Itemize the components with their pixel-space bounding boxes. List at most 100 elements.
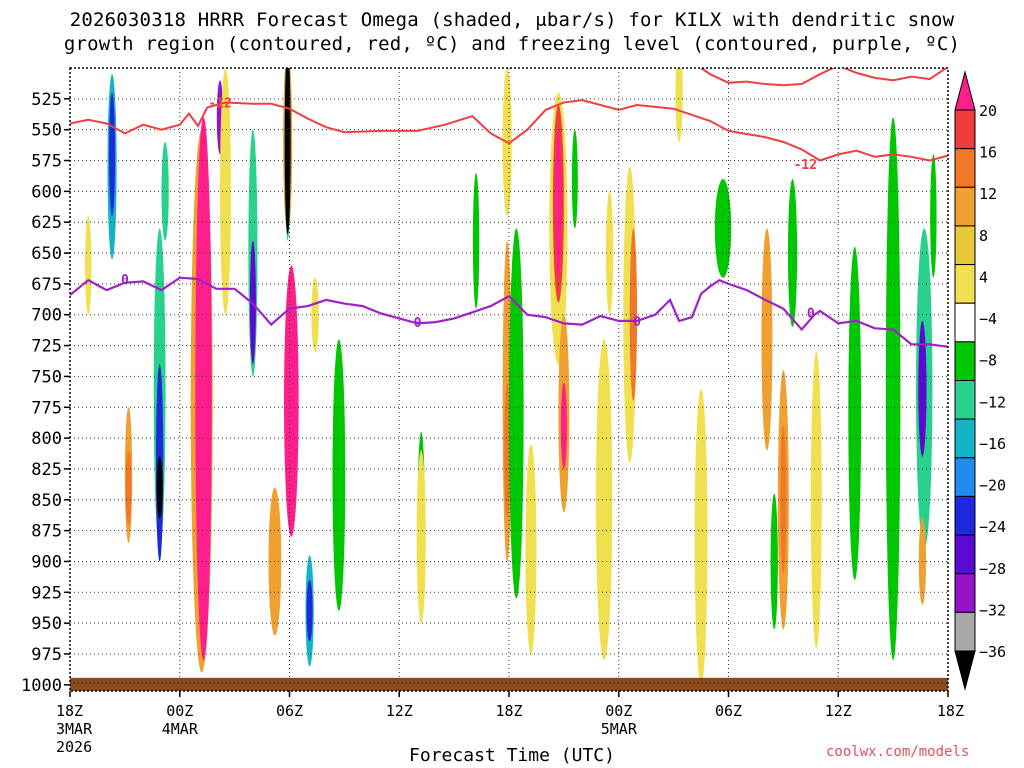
x-tick-label-4: 18Z (495, 702, 522, 720)
y-tick-label-875: 875 (31, 522, 62, 542)
x-tick-label-0: 18Z (56, 702, 83, 720)
chart-title-line1: 2026030318 HRRR Forecast Omega (shaded, … (69, 9, 955, 31)
x-axis-label: Forecast Time (UTC) (409, 745, 615, 766)
surface-ground (70, 677, 948, 691)
colorbar-label-0: 20 (979, 102, 997, 120)
omega-cell-43 (675, 68, 683, 143)
y-tick-label-800: 800 (31, 429, 62, 449)
omega-cell-8 (161, 142, 169, 241)
omega-cell-42 (629, 228, 638, 402)
x-tick-label-7: 12Z (825, 702, 852, 720)
y-tick-label-625: 625 (31, 213, 62, 233)
colorbar-box-6 (954, 341, 976, 382)
colorbar-label-7: −12 (979, 393, 1006, 411)
colorbar-bottom-triangle (954, 650, 976, 691)
y-tick-label-675: 675 (31, 275, 62, 295)
omega-cell-24 (311, 277, 319, 352)
colorbar-box-11 (954, 534, 976, 575)
credit-link[interactable]: coolwx.com/models (826, 744, 970, 760)
omega-cell-31 (508, 228, 524, 599)
omega-cell-51 (810, 351, 822, 648)
colorbar-label-3: 8 (979, 227, 988, 245)
omega-cell-18 (284, 68, 291, 235)
dendritic-contour-1 (700, 68, 948, 87)
colorbar-label-4: 4 (979, 268, 988, 286)
x-tick-label-6: 06Z (715, 702, 742, 720)
omega-cell-23 (332, 339, 346, 611)
colorbar-box-9 (954, 457, 976, 497)
omega-cell-22 (306, 579, 313, 642)
omega-cell-35 (555, 129, 562, 278)
freezing-label-0: 0 (121, 273, 129, 288)
y-tick-label-600: 600 (31, 182, 62, 202)
colorbar-box-5 (954, 302, 976, 343)
x-tick-year-0: 2026 (56, 738, 92, 756)
y-tick-label-550: 550 (31, 121, 62, 141)
y-tick-label-850: 850 (31, 491, 62, 511)
omega-cell-4 (125, 450, 132, 525)
colorbar-box-3 (954, 225, 976, 266)
omega-cell-32 (525, 444, 537, 654)
freezing-label-3: 0 (807, 306, 815, 321)
y-tick-label-825: 825 (31, 460, 62, 480)
colorbar-box-4 (954, 264, 976, 304)
colorbar-box-13 (954, 611, 976, 652)
freezing-level-contour (70, 276, 948, 348)
y-tick-label-650: 650 (31, 244, 62, 264)
colorbar-box-2 (954, 186, 976, 227)
dendritic-label-0: -12 (208, 97, 231, 112)
y-tick-label-700: 700 (31, 306, 62, 326)
colorbar-label-9: −20 (979, 477, 1006, 495)
omega-cell-39 (595, 339, 613, 661)
omega-cell-25 (472, 172, 480, 309)
freezing-label-2: 0 (633, 315, 641, 330)
omega-cell-57 (930, 154, 937, 278)
colorbar-box-12 (954, 573, 976, 613)
x-tick-label-1: 00Z (166, 702, 193, 720)
omega-cell-11 (198, 117, 210, 365)
x-tick-date-1: 4MAR (162, 720, 199, 738)
y-tick-label-575: 575 (31, 152, 62, 172)
colorbar-label-11: −28 (979, 560, 1006, 578)
omega-cell-19 (284, 265, 299, 537)
omega-cell-0 (85, 216, 92, 315)
freezing-label-1: 0 (414, 316, 422, 331)
colorbar: 20 16 12 8 4 −4 −8 −12 −16 −20 −24 −28 −32 −36 (954, 70, 1006, 691)
colorbar-label-6: −8 (979, 352, 997, 370)
y-tick-label-900: 900 (31, 552, 62, 572)
colorbar-label-2: 12 (979, 185, 997, 203)
omega-cell-47 (761, 228, 773, 451)
colorbar-box-8 (954, 418, 976, 459)
y-tick-label-950: 950 (31, 614, 62, 634)
x-tick-date-5: 5MAR (601, 720, 638, 738)
omega-cell-50 (780, 425, 787, 574)
colorbar-label-12: −32 (979, 601, 1006, 619)
omega-cell-44 (694, 388, 708, 685)
colorbar-label-5: −4 (979, 310, 997, 328)
omega-cell-37 (560, 382, 567, 469)
y-tick-label-725: 725 (31, 337, 62, 357)
chart-title-line2: growth region (contoured, red, ºC) and f… (63, 33, 961, 55)
x-tick-label-2: 06Z (276, 702, 303, 720)
omega-cell-55 (918, 320, 927, 457)
contour-layer: -12 -12 0 0 0 0 (70, 68, 948, 348)
omega-cell-27 (416, 450, 426, 624)
y-tick-label-775: 775 (31, 398, 62, 418)
y-tick-label-1000: 1000 (21, 676, 62, 696)
omega-cell-48 (787, 179, 798, 328)
surface-band (70, 677, 948, 691)
axes: 525 550 575 600 625 650 675 700 725 750 775 800 825 8… (21, 67, 964, 756)
colorbar-top-triangle (954, 70, 976, 111)
dendritic-contour-0 (70, 99, 948, 162)
omega-cell-2 (109, 92, 116, 217)
colorbar-box-7 (954, 380, 976, 420)
colorbar-label-13: −36 (979, 643, 1006, 661)
y-tick-label-925: 925 (31, 583, 62, 603)
omega-cell-40 (605, 191, 614, 315)
omega-cell-53 (885, 117, 901, 661)
x-tick-label-5: 00Z (605, 702, 632, 720)
x-tick-label-8: 18Z (937, 702, 964, 720)
colorbar-label-10: −24 (979, 518, 1006, 536)
colorbar-label-8: −16 (979, 435, 1006, 453)
